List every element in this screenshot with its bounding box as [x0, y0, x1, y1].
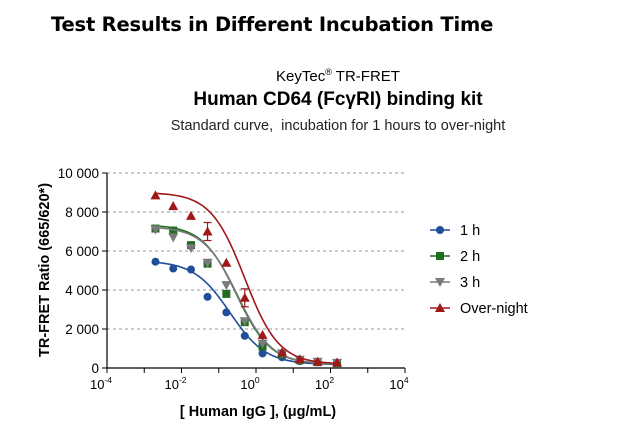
- x-tick-label: 102: [315, 375, 334, 392]
- data-point: [258, 349, 267, 358]
- legend-label: 2 h: [460, 249, 480, 265]
- data-point: [294, 354, 305, 364]
- data-point: [257, 329, 268, 339]
- data-point: [168, 233, 179, 243]
- data-point: [169, 264, 178, 273]
- data-point: [203, 292, 212, 301]
- chart-title: Human CD64 (FcγRI) binding kit: [193, 89, 483, 110]
- legend-entry: 3 h: [430, 275, 480, 291]
- y-axis-title: TR-FRET Ratio (665/620*): [37, 183, 53, 357]
- x-tick-label: 100: [240, 375, 259, 392]
- x-tick-label: 10-2: [164, 375, 186, 392]
- x-tick-label: 104: [389, 375, 408, 392]
- data-point: [202, 226, 213, 236]
- registered-mark: ®: [325, 67, 332, 77]
- legend-marker: [436, 252, 444, 260]
- data-point: [169, 226, 178, 235]
- data-point: [221, 257, 232, 267]
- y-tick-label: 8 000: [65, 205, 99, 220]
- data-point: [150, 190, 161, 200]
- data-point: [240, 331, 249, 340]
- data-point: [150, 225, 161, 235]
- data-point: [168, 201, 179, 211]
- y-tick-label: 4 000: [65, 283, 99, 298]
- fit-curve: [155, 192, 339, 365]
- y-tick-label: 0: [91, 361, 99, 376]
- data-point: [332, 357, 343, 367]
- legend-label: Over-night: [460, 301, 528, 317]
- data-point: [222, 308, 231, 317]
- data-point: [277, 347, 288, 357]
- data-point: [257, 339, 268, 349]
- data-point: [151, 257, 160, 266]
- legend-marker: [435, 278, 445, 287]
- legend-marker: [436, 226, 444, 234]
- fit-curve: [155, 225, 339, 365]
- legend-entry: 1 h: [430, 223, 480, 239]
- brand-product: TR-FRET: [335, 68, 400, 85]
- brand-line: KeyTec® TR-FRET: [0, 67, 632, 85]
- data-point: [221, 281, 232, 291]
- y-tick-label: 2 000: [65, 322, 99, 337]
- brand-name: KeyTec: [276, 68, 326, 85]
- data-point: [202, 258, 213, 268]
- x-axis-title: [ Human IgG ], (μg/mL): [180, 404, 336, 420]
- data-point: [239, 317, 250, 327]
- chart-subtitle: Standard curve, incubation for 1 hours t…: [170, 118, 506, 134]
- fit-curve: [155, 226, 339, 365]
- data-point: [186, 210, 197, 220]
- legend-marker: [435, 303, 445, 312]
- legend-entry: Over-night: [430, 301, 528, 317]
- page-heading: Test Results in Different Incubation Tim…: [51, 13, 494, 36]
- y-tick-label: 10 000: [58, 166, 99, 181]
- data-point: [239, 292, 250, 302]
- y-tick-label: 6 000: [65, 244, 99, 259]
- data-point: [222, 289, 231, 298]
- legend-label: 1 h: [460, 223, 480, 239]
- data-point: [312, 356, 323, 366]
- legend-entry: 2 h: [430, 249, 480, 265]
- legend-label: 3 h: [460, 275, 480, 291]
- data-point: [186, 244, 197, 254]
- x-tick-label: 10-4: [90, 375, 112, 392]
- data-point: [187, 265, 196, 274]
- series-over-night: [150, 190, 343, 367]
